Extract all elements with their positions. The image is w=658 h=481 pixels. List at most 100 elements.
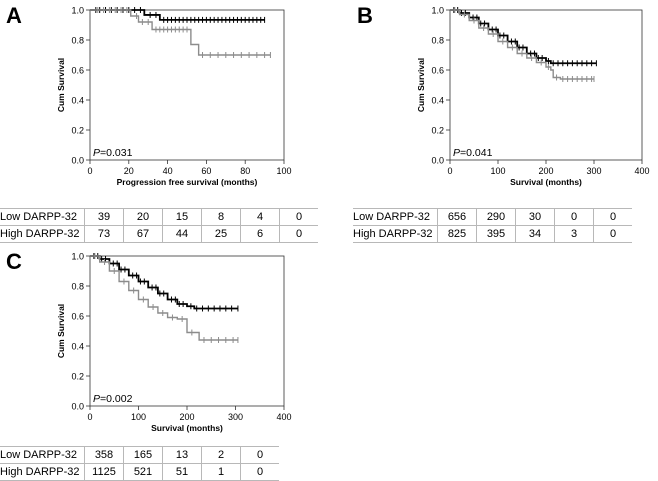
risk-cell: 0 xyxy=(554,208,594,226)
risk-cell: 0 xyxy=(593,208,632,226)
x-tick-label: 80 xyxy=(240,166,250,176)
y-tick-label: 0.6 xyxy=(71,312,84,322)
y-axis-label: Cum Survival xyxy=(56,304,66,358)
x-tick-label: 200 xyxy=(538,166,553,176)
risk-cell: 0 xyxy=(240,463,279,481)
risk-cell: 8 xyxy=(201,208,241,226)
y-tick-label: 0.8 xyxy=(71,282,84,292)
plot-frame xyxy=(89,9,285,161)
risk-row-high: High DARPP-32 825 395 34 3 0 xyxy=(353,225,632,243)
risk-cell: 4 xyxy=(240,208,280,226)
panel-label-a: A xyxy=(6,3,22,28)
risk-cell: 1 xyxy=(201,463,241,481)
y-tick-label: 0.2 xyxy=(71,126,84,136)
y-tick-label: 0.6 xyxy=(431,66,444,76)
p-value-annotation: P=0.031 xyxy=(93,147,133,159)
survival-curve xyxy=(450,9,594,80)
panel-label-c: C xyxy=(6,249,22,274)
risk-cell: 358 xyxy=(84,446,124,464)
risk-cell: 0 xyxy=(240,446,279,464)
risk-cell: 6 xyxy=(240,225,280,243)
risk-table-b: Low DARPP-32 656 290 30 0 0 High DARPP-3… xyxy=(353,208,632,243)
p-value-annotation: P=0.041 xyxy=(453,147,493,159)
survival-curve xyxy=(90,9,271,56)
km-plot-c: 0.0 0.2 0.4 0.6 0.8 1.0 0 100 200 300 400 Survival … xyxy=(56,252,292,434)
x-tick-label: 0 xyxy=(87,166,92,176)
risk-row-label: High DARPP-32 xyxy=(353,225,438,243)
y-tick-label: 0.0 xyxy=(71,156,84,166)
y-tick-label: 0.0 xyxy=(71,402,84,412)
x-tick-label: 100 xyxy=(131,412,146,422)
x-tick-label: 400 xyxy=(276,412,291,422)
risk-cell: 44 xyxy=(162,225,202,243)
risk-cell: 13 xyxy=(162,446,202,464)
x-tick-label: 300 xyxy=(228,412,243,422)
risk-cell: 0 xyxy=(279,225,318,243)
survival-curve xyxy=(90,255,238,310)
x-axis-label: Progression free survival (months) xyxy=(117,177,258,187)
risk-row-label: Low DARPP-32 xyxy=(353,208,438,226)
y-tick-label: 0.0 xyxy=(431,156,444,166)
x-tick-label: 100 xyxy=(276,166,291,176)
y-tick-label: 0.8 xyxy=(71,36,84,46)
y-tick-label: 0.8 xyxy=(431,36,444,46)
km-plot-b: 0.0 0.2 0.4 0.6 0.8 1.0 0 100 200 300 400 Survival … xyxy=(416,6,650,188)
risk-row-low: Low DARPP-32 39 20 15 8 4 0 xyxy=(0,208,318,226)
x-tick-label: 0 xyxy=(87,412,92,422)
x-tick-label: 100 xyxy=(490,166,505,176)
risk-cell: 3 xyxy=(554,225,594,243)
risk-cell: 51 xyxy=(162,463,202,481)
risk-row-high: High DARPP-32 73 67 44 25 6 0 xyxy=(0,225,318,243)
y-tick-label: 0.4 xyxy=(431,96,444,106)
risk-cell: 290 xyxy=(476,208,516,226)
risk-cell: 39 xyxy=(84,208,124,226)
risk-row-low: Low DARPP-32 656 290 30 0 0 xyxy=(353,208,632,226)
p-value: =0.031 xyxy=(100,147,133,159)
y-tick-label: 0.4 xyxy=(71,96,84,106)
risk-row-low: Low DARPP-32 358 165 13 2 0 xyxy=(0,446,279,464)
risk-row-label: Low DARPP-32 xyxy=(0,446,85,464)
panel-label-b: B xyxy=(357,3,373,28)
risk-row-label: Low DARPP-32 xyxy=(0,208,85,226)
p-value: =0.002 xyxy=(100,393,133,405)
y-tick-label: 0.6 xyxy=(71,66,84,76)
x-tick-label: 20 xyxy=(124,166,134,176)
risk-cell: 67 xyxy=(123,225,163,243)
risk-row-label: High DARPP-32 xyxy=(0,225,85,243)
plot-frame xyxy=(449,9,643,161)
risk-cell: 825 xyxy=(437,225,477,243)
risk-cell: 165 xyxy=(123,446,163,464)
risk-cell: 0 xyxy=(593,225,632,243)
p-value-annotation: P=0.002 xyxy=(93,393,133,405)
x-tick-label: 40 xyxy=(163,166,173,176)
x-tick-label: 200 xyxy=(179,412,194,422)
risk-cell: 656 xyxy=(437,208,477,226)
survival-curve xyxy=(90,255,238,341)
risk-table-a: Low DARPP-32 39 20 15 8 4 0 High DARPP-3… xyxy=(0,208,318,243)
risk-cell: 73 xyxy=(84,225,124,243)
p-symbol: P xyxy=(453,147,460,159)
x-tick-label: 300 xyxy=(586,166,601,176)
p-symbol: P xyxy=(93,147,100,159)
risk-cell: 395 xyxy=(476,225,516,243)
risk-table-c: Low DARPP-32 358 165 13 2 0 High DARPP-3… xyxy=(0,446,279,481)
km-plot-a: 0.0 0.2 0.4 0.6 0.8 1.0 0 20 40 60 80 100 Progressio… xyxy=(56,6,292,188)
risk-cell: 20 xyxy=(123,208,163,226)
y-tick-label: 1.0 xyxy=(71,252,84,262)
risk-cell: 521 xyxy=(123,463,163,481)
p-value: =0.041 xyxy=(460,147,493,159)
x-axis-label: Survival (months) xyxy=(151,423,223,433)
risk-cell: 0 xyxy=(279,208,318,226)
risk-row-high: High DARPP-32 1125 521 51 1 0 xyxy=(0,463,279,481)
y-tick-label: 1.0 xyxy=(431,6,444,16)
risk-cell: 1125 xyxy=(84,463,124,481)
risk-cell: 15 xyxy=(162,208,202,226)
risk-cell: 34 xyxy=(515,225,555,243)
y-tick-label: 1.0 xyxy=(71,6,84,16)
survival-curve xyxy=(450,9,597,65)
risk-cell: 30 xyxy=(515,208,555,226)
x-tick-label: 400 xyxy=(634,166,649,176)
y-tick-label: 0.2 xyxy=(71,372,84,382)
survival-curve xyxy=(90,9,265,21)
y-tick-label: 0.2 xyxy=(431,126,444,136)
